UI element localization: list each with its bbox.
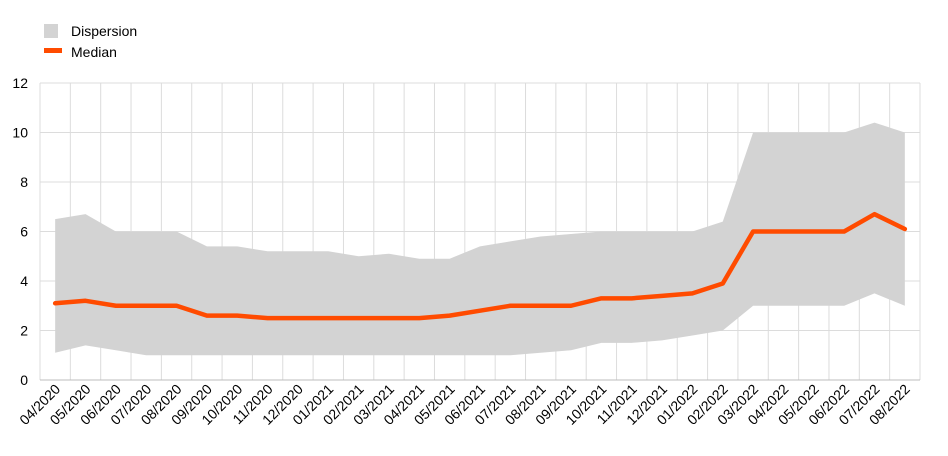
- legend-label-dispersion: Dispersion: [71, 23, 137, 39]
- y-tick-label: 4: [20, 273, 28, 289]
- y-tick-label: 2: [20, 323, 28, 339]
- dispersion-band-layer: [55, 123, 905, 356]
- y-tick-label: 6: [20, 224, 28, 240]
- legend: Dispersion Median: [44, 23, 137, 60]
- y-tick-label: 12: [12, 75, 28, 91]
- y-tick-label: 10: [12, 125, 28, 141]
- legend-label-median: Median: [71, 44, 117, 60]
- legend-swatch-dispersion: [44, 24, 58, 38]
- legend-swatch-median: [44, 48, 62, 53]
- y-tick-label: 0: [20, 372, 28, 388]
- dispersion-band: [55, 123, 905, 356]
- y-tick-label: 8: [20, 174, 28, 190]
